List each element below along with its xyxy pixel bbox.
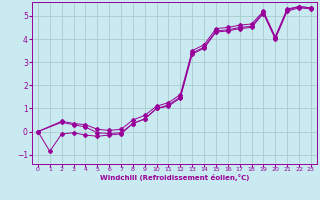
X-axis label: Windchill (Refroidissement éolien,°C): Windchill (Refroidissement éolien,°C) <box>100 174 249 181</box>
